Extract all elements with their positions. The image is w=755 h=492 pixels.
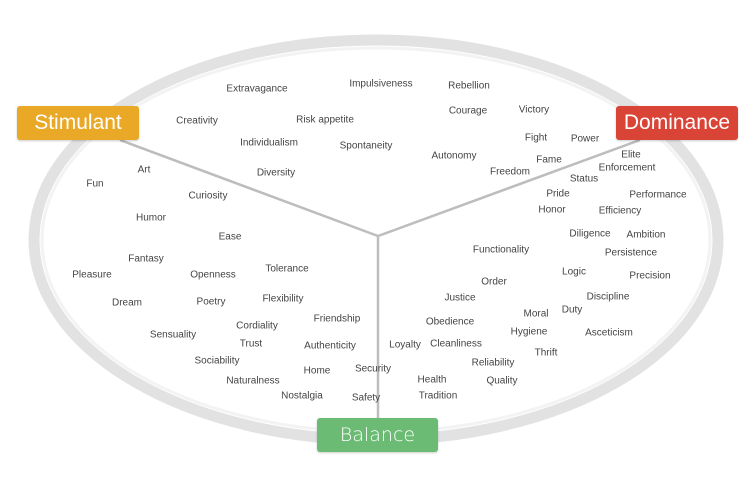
outer-ellipse [28,34,724,446]
word-autonomy: Autonomy [431,150,477,162]
word-persistence: Persistence [604,247,658,259]
word-victory: Victory [518,104,550,116]
word-trust: Trust [239,338,263,350]
word-asceticism: Asceticism [585,327,633,339]
word-friendship: Friendship [313,313,361,325]
word-sensuality: Sensuality [149,329,197,341]
word-fame: Fame [536,154,562,166]
word-fun: Fun [86,178,104,190]
divider-stimulant [119,138,379,238]
word-authenticity: Authenticity [304,340,356,352]
word-obedience: Obedience [425,316,475,328]
word-art: Art [137,164,151,176]
word-spontaneity: Spontaneity [339,140,393,152]
word-reliability: Reliability [471,357,515,369]
word-safety: Safety [351,392,381,404]
word-discipline: Discipline [586,291,630,303]
word-nostalgia: Nostalgia [281,390,323,402]
word-impulsiveness: Impulsiveness [349,78,413,90]
word-hygiene: Hygiene [510,326,548,338]
word-enforcement: Enforcement [598,162,656,174]
word-openness: Openness [190,269,236,281]
word-tolerance: Tolerance [265,263,309,275]
stimulant-label: Stimulant [17,106,139,140]
word-security: Security [354,363,392,375]
word-honor: Honor [538,204,566,216]
word-diversity: Diversity [256,167,296,179]
word-duty: Duty [561,304,583,316]
word-pleasure: Pleasure [72,269,112,281]
word-logic: Logic [562,266,586,278]
word-diligence: Diligence [569,228,611,240]
word-precision: Precision [629,270,671,282]
word-status: Status [569,173,599,185]
word-individualism: Individualism [240,137,298,149]
word-home: Home [303,365,331,377]
word-health: Health [417,374,447,386]
word-elite: Elite [621,149,641,161]
word-risk-appetite: Risk appetite [296,114,354,126]
word-curiosity: Curiosity [188,190,228,202]
word-tradition: Tradition [418,390,458,402]
word-thrift: Thrift [534,347,558,359]
word-freedom: Freedom [489,166,531,178]
word-naturalness: Naturalness [226,375,280,387]
word-performance: Performance [629,189,687,201]
word-creativity: Creativity [176,115,218,127]
word-justice: Justice [444,292,476,304]
word-ambition: Ambition [626,229,666,241]
word-fantasy: Fantasy [128,253,164,265]
word-fight: Fight [524,132,548,144]
word-loyalty: Loyalty [389,339,421,351]
word-flexibility: Flexibility [262,293,304,305]
word-pride: Pride [546,188,570,200]
word-moral: Moral [523,308,549,320]
word-ease: Ease [218,231,242,243]
divider-dominance [377,138,641,238]
word-order: Order [481,276,507,288]
word-poetry: Poetry [196,296,226,308]
word-power: Power [570,133,600,145]
word-cordiality: Cordiality [236,320,278,332]
word-sociability: Sociability [194,355,240,367]
dominance-label: Dominance [616,106,738,140]
balance-label: Balance [317,418,438,452]
word-functionality: Functionality [472,244,530,256]
word-courage: Courage [448,105,488,117]
word-cleanliness: Cleanliness [430,338,482,350]
word-extravagance: Extravagance [226,83,288,95]
word-rebellion: Rebellion [448,80,490,92]
word-dream: Dream [111,297,143,309]
word-humor: Humor [135,212,167,224]
word-quality: Quality [486,375,518,387]
word-efficiency: Efficiency [598,205,642,217]
